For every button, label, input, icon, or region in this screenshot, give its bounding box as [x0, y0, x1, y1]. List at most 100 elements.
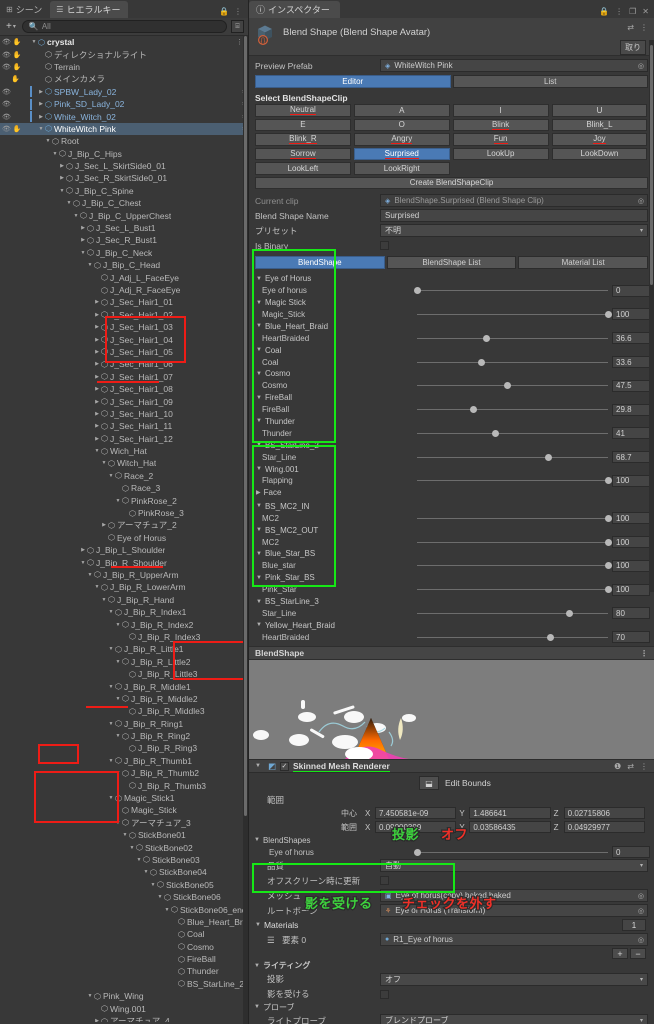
row-visibility-gutter[interactable]: 👁 ✋	[0, 51, 30, 59]
hierarchy-row[interactable]: ▼ ⬡ J_Bip_R_UpperArm	[0, 569, 248, 581]
blendshape-group-row[interactable]: ▼ Yellow_Heart_Braid	[249, 620, 654, 632]
tab-scene[interactable]: ⊞ シーン	[0, 1, 51, 18]
add-material-button[interactable]: +	[612, 948, 628, 960]
blendshape-value-field[interactable]: 29.8	[612, 403, 650, 416]
blendshape-section-bar[interactable]: BlendShape ⋮	[249, 646, 654, 661]
blendshapeclip-button[interactable]: Angry	[353, 133, 450, 146]
hierarchy-row[interactable]: 👁 ✋ ⬡ ディレクショナルライト	[0, 48, 248, 60]
hierarchy-row[interactable]: ▼ ⬡ J_Bip_R_Ring1	[0, 717, 248, 729]
center-z-field[interactable]: Z 0.02715806	[554, 807, 645, 820]
remove-material-button[interactable]: −	[630, 948, 646, 960]
hierarchy-row[interactable]: ▼ ⬡ StickBone06_end	[0, 903, 248, 915]
hierarchy-row[interactable]: ▼ ⬡ J_Bip_R_Middle1	[0, 680, 248, 692]
hierarchy-row[interactable]: 👁▶⬡White_Witch_02›	[0, 110, 248, 123]
blendshape-value-field[interactable]: 70	[612, 631, 650, 644]
tab-blendshape[interactable]: BlendShape	[255, 256, 385, 269]
target-icon[interactable]: ◎	[637, 197, 644, 205]
hierarchy-row[interactable]: ⬡ Magic_Stick	[0, 804, 248, 816]
hierarchy-row[interactable]: ▼ ⬡ StickBone05	[0, 879, 248, 891]
hierarchy-row[interactable]: ▶ ⬡ アーマチュア_2	[0, 519, 248, 531]
hierarchy-row[interactable]: 👁▶⬡Pink_SD_Lady_02›	[0, 98, 248, 110]
target-icon[interactable]: ◎	[637, 892, 644, 900]
hierarchy-row[interactable]: ▶ ⬡ J_Sec_Hair1_12	[0, 433, 248, 445]
blendshape-slider-list-1[interactable]: ▼ Eye of Horus Eye of horus 0 ▼ Magic Stick Ma…	[249, 271, 654, 487]
chevron-right-icon[interactable]: ▶	[95, 299, 99, 306]
smr-enabled-checkbox[interactable]: ✓	[279, 761, 289, 771]
chevron-down-icon[interactable]: ▼	[108, 609, 114, 616]
material-element-field[interactable]: ● R1_Eye of horus ◎	[380, 933, 648, 947]
blendshape-value-field[interactable]: 100	[612, 559, 650, 572]
blendshape-slider-list-2[interactable]: ▼ BS_MC2_IN MC2 100 ▼ BS_MC2_OUT MC2 100 ▼ Blue_S…	[249, 499, 654, 644]
hierarchy-row[interactable]: ▼ ⬡ アーマチュア_3	[0, 817, 248, 829]
hierarchy-row[interactable]: ⬡ J_Adj_R_FaceEye	[0, 284, 248, 296]
hierarchy-row[interactable]: ▼ ⬡ Witch_Hat	[0, 457, 248, 469]
blendshape-item-row[interactable]: Blue_star 100	[249, 559, 654, 572]
blendshape-slider[interactable]	[417, 584, 612, 596]
lock-icon[interactable]: 🔒	[599, 7, 610, 16]
chevron-down-icon[interactable]: ▼	[38, 125, 44, 132]
chevron-down-icon[interactable]: ▼	[157, 894, 163, 901]
chevron-down-icon[interactable]: ▼	[164, 906, 170, 913]
eye-icon[interactable]: 👁	[2, 125, 11, 133]
blendshape-slider[interactable]	[413, 285, 608, 297]
eye-icon[interactable]: 👁	[2, 113, 11, 121]
chevron-right-icon[interactable]: ▶	[95, 423, 99, 430]
chevron-right-icon[interactable]: ▶	[95, 361, 99, 368]
chevron-down-icon[interactable]: ▼	[115, 819, 121, 826]
blendshapeclip-button[interactable]: LookRight	[353, 162, 450, 175]
is-binary-checkbox[interactable]: ✓	[380, 241, 389, 250]
row-visibility-gutter[interactable]: 👁 ✋	[0, 38, 30, 46]
blendshape-group-row[interactable]: ▼ Thunder	[249, 416, 654, 428]
blendshapeclip-button[interactable]: E	[255, 118, 351, 131]
create-button[interactable]: + ▾	[4, 21, 18, 32]
smr-blendshape-value[interactable]: 0	[612, 846, 650, 858]
chevron-down-icon[interactable]: ▼	[122, 832, 128, 839]
hierarchy-row[interactable]: ⬡ J_Bip_R_Middle3	[0, 705, 248, 717]
hierarchy-row[interactable]: ▼ ⬡ J_Bip_C_Hips	[0, 148, 248, 160]
blendshapeclip-button[interactable]: Joy	[551, 133, 648, 146]
chevron-down-icon[interactable]: ▼	[115, 770, 121, 777]
hierarchy-row[interactable]: ✋ ⬡ メインカメラ	[0, 73, 248, 85]
blendshape-value-field[interactable]: 100	[612, 536, 650, 549]
tab-blendshape-list[interactable]: BlendShape List	[386, 256, 517, 269]
chevron-down-icon[interactable]: ▼	[143, 869, 149, 876]
eye-icon[interactable]: 👁	[2, 101, 11, 109]
hierarchy-row[interactable]: ▶ ⬡ J_Sec_Hair1_08	[0, 383, 248, 395]
blendshapeclip-button[interactable]: Blink	[452, 118, 549, 131]
hierarchy-row[interactable]: ▼ ⬡ StickBone03	[0, 854, 248, 866]
target-icon[interactable]: ◎	[637, 907, 644, 915]
blendshape-slider[interactable]	[417, 356, 608, 368]
blendshape-group-row[interactable]: ▼ Coal	[249, 344, 654, 356]
hierarchy-row[interactable]: ▼ ⬡ StickBone02	[0, 841, 248, 853]
hierarchy-row[interactable]: 👁 ✋ ▼ ⬡ crystal ⋮	[0, 36, 248, 48]
chevron-down-icon[interactable]: ▼	[115, 733, 121, 740]
chevron-down-icon[interactable]: ▼	[87, 262, 93, 269]
chevron-right-icon[interactable]: ▶	[95, 324, 99, 331]
chevron-down-icon[interactable]: ▼	[108, 795, 114, 802]
view-mode-list[interactable]: List	[452, 75, 648, 88]
blendshape-group-row[interactable]: ▼ BS_MC2_IN	[249, 501, 654, 513]
eye-icon[interactable]: 👁	[2, 88, 11, 96]
hierarchy-row[interactable]: ▼ ⬡ J_Bip_R_Little2	[0, 656, 248, 668]
blendshape-item-row[interactable]: Star_Line 68.7	[249, 451, 654, 464]
chevron-right-icon[interactable]: ▶	[95, 336, 99, 343]
row-visibility-gutter[interactable]: ✋	[0, 75, 30, 83]
hierarchy-row[interactable]: ▼ ⬡ Wich_Hat	[0, 445, 248, 457]
target-icon[interactable]: ◎	[637, 62, 644, 70]
blendshape-group-row[interactable]: ▼ Magic Stick	[249, 297, 654, 309]
hierarchy-row[interactable]: ▼ ⬡ Race_2	[0, 470, 248, 482]
kebab-icon[interactable]: ⋮	[640, 648, 648, 658]
hierarchy-row[interactable]: 👁 ✋ ⬡ Terrain	[0, 61, 248, 73]
hierarchy-row[interactable]: ▶ ⬡ J_Sec_Hair1_01	[0, 296, 248, 308]
blendshape-value-field[interactable]: 100	[612, 583, 650, 596]
materials-header[interactable]: ▼ Materials 1	[249, 918, 654, 932]
blendshapeclip-button[interactable]: LookLeft	[255, 162, 351, 175]
materials-count[interactable]: 1	[622, 919, 646, 932]
blendshape-group-row[interactable]: ▼ BS_StarLine_2	[249, 439, 654, 451]
hierarchy-scrollbar[interactable]	[243, 36, 248, 1024]
smr-blendshapes-group[interactable]: ▼ BlendShapes	[249, 834, 654, 846]
row-visibility-gutter[interactable]: 👁 ✋	[0, 125, 30, 133]
drag-handle-icon[interactable]: ☰	[267, 934, 275, 945]
chevron-down-icon[interactable]: ▼	[115, 695, 121, 702]
kebab-icon[interactable]: ⋮	[640, 761, 648, 771]
